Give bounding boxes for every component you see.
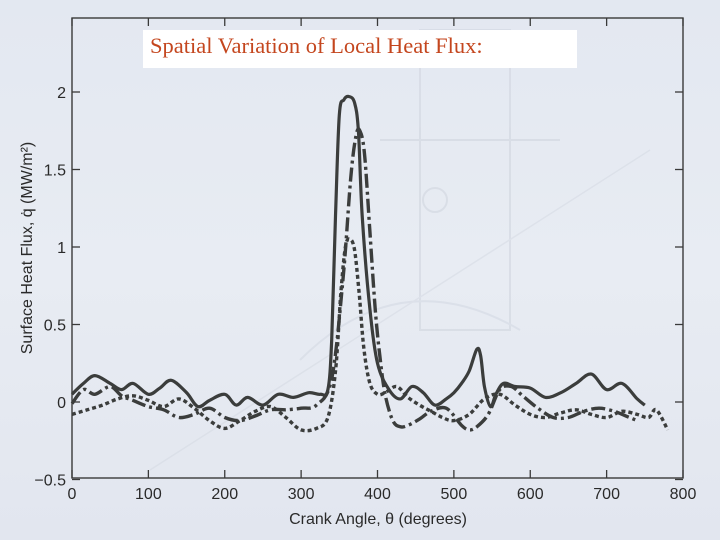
y-tick-label: 1 [57,240,66,257]
bleed-through-figure [149,29,651,471]
y-axis-ticks: −0.5 0 0.5 1 1.5 2 [34,85,683,490]
series-line-dash-dot [70,127,638,432]
x-tick-label: 0 [68,486,77,503]
series-line-solid [70,94,646,409]
x-tick-label: 100 [135,486,162,503]
series-layer [70,94,670,433]
x-tick-label: 800 [670,486,697,503]
y-tick-label: 0 [57,395,66,412]
y-tick-label: 2 [57,85,66,102]
series-line-dotted [71,237,670,433]
x-axis-ticks: 0 100 200 300 400 500 600 700 800 [68,18,697,503]
title-box [143,30,577,68]
y-tick-label: −0.5 [34,473,66,490]
slide-title: Spatial Variation of Local Heat Flux: [150,33,483,58]
x-tick-label: 600 [517,486,544,503]
y-tick-label: 0.5 [44,318,66,335]
x-tick-label: 700 [593,486,620,503]
y-tick-label: 1.5 [44,163,66,180]
x-tick-label: 300 [288,486,315,503]
x-tick-label: 200 [211,486,238,503]
x-tick-label: 500 [441,486,468,503]
x-tick-label: 400 [364,486,391,503]
x-axis-title: Crank Angle, θ (degrees) [289,511,467,528]
y-axis-title: Surface Heat Flux, q̇ (MW/m²) [19,142,36,354]
